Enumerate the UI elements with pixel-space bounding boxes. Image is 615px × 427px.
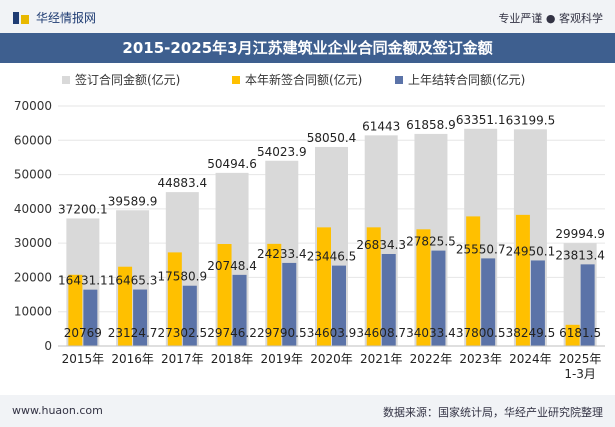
data-label-total: 37200.1 bbox=[58, 202, 108, 216]
bars bbox=[66, 128, 597, 346]
data-label-new-contract: 29746.2 bbox=[207, 326, 257, 340]
data-label-carryover: 24950.1 bbox=[506, 244, 556, 258]
bar-new-contract bbox=[366, 227, 381, 346]
bar-chart: 签订合同金额(亿元) 本年新签合同额(亿元) 上年结转合同额(亿元) 0 10000 2… bbox=[14, 72, 605, 381]
y-tick-label: 0 bbox=[44, 339, 52, 353]
x-tick-label: 1-3月 bbox=[564, 367, 596, 381]
data-label-carryover: 23446.5 bbox=[307, 250, 357, 264]
x-tick-label: 2024年 bbox=[509, 352, 552, 366]
bar-new-contract bbox=[267, 243, 282, 346]
x-tick-label: 2017年 bbox=[161, 352, 204, 366]
footer-url[interactable]: www.huaon.com bbox=[12, 404, 103, 417]
x-tick-label: 2018年 bbox=[211, 352, 254, 366]
x-axis: 2015年 2016年 2017年 2018年 2019年 2020年 2021年 2022年… bbox=[58, 345, 605, 381]
data-label-new-contract: 23124.7 bbox=[108, 326, 158, 340]
legend-label: 本年新签合同额(亿元) bbox=[245, 72, 362, 87]
x-tick-label: 2020年 bbox=[310, 352, 353, 366]
bar-new-contract bbox=[515, 214, 530, 346]
bar-new-contract bbox=[167, 252, 182, 346]
data-label-total: 54023.9 bbox=[257, 145, 307, 159]
site-logo[interactable]: 华经情报网 bbox=[12, 9, 96, 26]
bar-carryover bbox=[481, 258, 496, 346]
legend-swatch bbox=[395, 76, 403, 84]
bar-carryover bbox=[182, 285, 197, 346]
top-bar: 华经情报网 专业严谨 ● 客观科学 bbox=[0, 0, 615, 33]
data-label-new-contract: 27302.5 bbox=[158, 326, 208, 340]
data-label-carryover: 24233.4 bbox=[257, 247, 307, 261]
data-label-new-contract: 38249.5 bbox=[506, 326, 556, 340]
x-tick-label: 2025年 bbox=[559, 352, 602, 366]
bar-new-contract bbox=[416, 229, 431, 346]
data-label-carryover: 16465.3 bbox=[108, 274, 158, 288]
data-label-carryover: 26834.3 bbox=[356, 238, 406, 252]
bar-new-contract bbox=[565, 324, 580, 346]
bar-new-contract bbox=[466, 216, 481, 346]
huaon-logo-icon bbox=[12, 11, 30, 25]
y-tick-label: 10000 bbox=[14, 305, 52, 319]
x-tick-label: 2021年 bbox=[360, 352, 403, 366]
bar-carryover bbox=[232, 274, 247, 346]
bar-new-contract bbox=[118, 266, 133, 346]
bar-carryover bbox=[580, 264, 595, 346]
data-label-total: 50494.6 bbox=[207, 157, 257, 171]
y-tick-label: 50000 bbox=[14, 168, 52, 182]
legend: 签订合同金额(亿元) 本年新签合同额(亿元) 上年结转合同额(亿元) bbox=[62, 72, 525, 87]
data-label-total: 61858.9 bbox=[406, 118, 456, 132]
data-label-new-contract: 6181.5 bbox=[559, 326, 601, 340]
data-label-new-contract: 34033.4 bbox=[406, 326, 456, 340]
data-label-carryover: 23813.4 bbox=[555, 248, 605, 262]
legend-label: 上年结转合同额(亿元) bbox=[408, 72, 525, 87]
x-tick-label: 2019年 bbox=[260, 352, 303, 366]
data-label-carryover: 25550.7 bbox=[456, 242, 506, 256]
data-label-new-contract: 37800.5 bbox=[456, 326, 506, 340]
y-tick-label: 30000 bbox=[14, 236, 52, 250]
x-tick-label: 2015年 bbox=[62, 352, 105, 366]
y-tick-label: 60000 bbox=[14, 133, 52, 147]
data-label-carryover: 20748.4 bbox=[207, 259, 257, 273]
data-label-carryover: 16431.1 bbox=[58, 274, 108, 288]
x-tick-label: 2023年 bbox=[459, 352, 502, 366]
bar-carryover bbox=[332, 265, 346, 346]
data-label-new-contract: 29790.5 bbox=[257, 326, 307, 340]
y-tick-label: 40000 bbox=[14, 202, 52, 216]
data-label-total: 61443 bbox=[362, 119, 400, 133]
y-axis: 0 10000 20000 30000 40000 50000 60000 70000 bbox=[14, 99, 52, 353]
bar-new-contract bbox=[317, 227, 331, 346]
y-tick-label: 20000 bbox=[14, 270, 52, 284]
data-label-total: 58050.4 bbox=[307, 131, 357, 145]
footer: www.huaon.com 数据来源：国家统计局，华经产业研究院整理 bbox=[0, 395, 615, 427]
data-labels: 37200.1 16431.1 20769 39589.9 16465.3 23124.7… bbox=[58, 113, 605, 340]
x-tick-label: 2016年 bbox=[111, 352, 154, 366]
data-label-new-contract: 34608.7 bbox=[356, 326, 406, 340]
legend-swatch bbox=[232, 76, 240, 84]
chart-title: 2015-2025年3月江苏建筑业企业合同金额及签订金额 bbox=[0, 33, 615, 63]
bar-carryover bbox=[133, 289, 148, 346]
data-label-total: 29994.9 bbox=[555, 227, 605, 241]
legend-swatch bbox=[62, 76, 70, 84]
bar-carryover bbox=[381, 253, 396, 346]
site-tagline: 专业严谨 ● 客观科学 bbox=[498, 12, 603, 25]
bar-carryover bbox=[530, 260, 545, 346]
data-label-new-contract: 34603.9 bbox=[307, 326, 357, 340]
x-tick-label: 2022年 bbox=[410, 352, 453, 366]
data-label-total: 63351.1 bbox=[456, 113, 506, 127]
data-label-total: 44883.4 bbox=[158, 176, 208, 190]
legend-label: 签订合同金额(亿元) bbox=[75, 72, 180, 87]
bar-carryover bbox=[282, 262, 297, 346]
data-label-carryover: 17580.9 bbox=[158, 270, 208, 284]
data-label-total: 39589.9 bbox=[108, 194, 158, 208]
data-label-carryover: 27825.5 bbox=[406, 235, 456, 249]
bar-new-contract bbox=[68, 274, 83, 346]
data-label-total: 63199.5 bbox=[506, 113, 556, 127]
site-name: 华经情报网 bbox=[36, 11, 97, 25]
data-source-note: 数据来源：国家统计局，华经产业研究院整理 bbox=[383, 406, 603, 419]
bar-carryover bbox=[431, 250, 446, 346]
bar-carryover bbox=[83, 289, 98, 346]
y-tick-label: 70000 bbox=[14, 99, 52, 113]
bar-new-contract bbox=[217, 244, 232, 346]
data-label-new-contract: 20769 bbox=[64, 326, 102, 340]
